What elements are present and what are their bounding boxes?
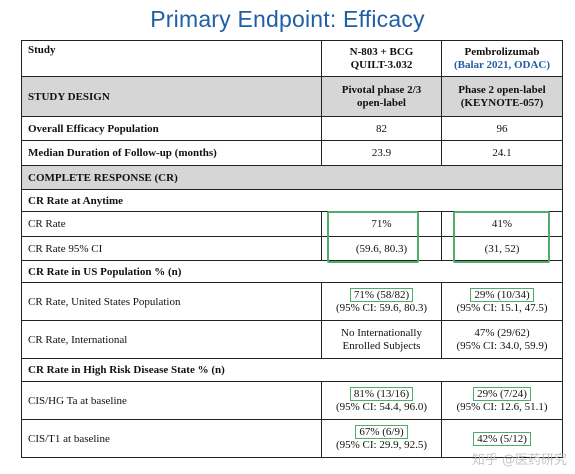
cis-hg-row: CIS/HG Ta at baseline 81% (13/16) (95% C… bbox=[21, 381, 563, 420]
cr-ci-row: CR Rate 95% CI (59.6, 80.3) (31, 52) bbox=[21, 236, 563, 261]
cr-ci-label: CR Rate 95% CI bbox=[21, 236, 322, 261]
cr-high-risk-label: CR Rate in High Risk Disease State % (n) bbox=[21, 358, 563, 382]
cr-anytime-label: CR Rate at Anytime bbox=[21, 189, 563, 212]
cr-anytime-row: CR Rate at Anytime bbox=[21, 189, 563, 212]
pembro-cis-hg: 29% (7/24) (95% CI: 12.6, 51.1) bbox=[441, 381, 563, 420]
study-design-row: STUDY DESIGN Pivotal phase 2/3 open-labe… bbox=[21, 76, 563, 117]
cr-us-population-row: CR Rate, United States Population 71% (5… bbox=[21, 282, 563, 321]
pembro-design: Phase 2 open-label (KEYNOTE-057) bbox=[441, 76, 563, 117]
study-header: Study bbox=[21, 40, 322, 77]
n803-population: 82 bbox=[321, 116, 442, 141]
complete-response-row: COMPLETE RESPONSE (CR) bbox=[21, 165, 563, 190]
n803-intl-cr: No Internationally Enrolled Subjects bbox=[321, 320, 442, 359]
cr-rate-label: CR Rate bbox=[21, 211, 322, 237]
cis-t1-row: CIS/T1 at baseline 67% (6/9) (95% CI: 29… bbox=[21, 419, 563, 458]
n803-cr-ci: (59.6, 80.3) bbox=[321, 236, 442, 261]
n803-us-cr: 71% (58/82) (95% CI: 59.6, 80.3) bbox=[321, 282, 442, 321]
efficacy-table: Study N-803 + BCG QUILT-3.032 Pembrolizu… bbox=[21, 40, 563, 458]
n803-cis-hg: 81% (13/16) (95% CI: 54.4, 96.0) bbox=[321, 381, 442, 420]
pembro-cr-ci: (31, 52) bbox=[441, 236, 563, 261]
watermark: 知乎 @医药研究 bbox=[471, 453, 567, 468]
study-design-label: STUDY DESIGN bbox=[21, 76, 322, 117]
n803-followup: 23.9 bbox=[321, 140, 442, 166]
cr-high-risk-row: CR Rate in High Risk Disease State % (n) bbox=[21, 358, 563, 382]
cr-us-population-label: CR Rate, United States Population bbox=[21, 282, 322, 321]
pembro-followup: 24.1 bbox=[441, 140, 563, 166]
page-title: Primary Endpoint: Efficacy bbox=[150, 6, 425, 32]
cr-intl-label: CR Rate, International bbox=[21, 320, 322, 359]
pembro-cr-rate: 41% bbox=[441, 211, 563, 237]
cis-hg-label: CIS/HG Ta at baseline bbox=[21, 381, 322, 420]
complete-response-label: COMPLETE RESPONSE (CR) bbox=[21, 165, 563, 190]
n803-cis-t1: 67% (6/9) (95% CI: 29.9, 92.5) bbox=[321, 419, 442, 458]
cr-us-row: CR Rate in US Population % (n) bbox=[21, 260, 563, 283]
overall-population-row: Overall Efficacy Population 82 96 bbox=[21, 116, 563, 141]
pembro-us-cr: 29% (10/34) (95% CI: 15.1, 47.5) bbox=[441, 282, 563, 321]
median-followup-label: Median Duration of Follow-up (months) bbox=[21, 140, 322, 166]
pembro-population: 96 bbox=[441, 116, 563, 141]
header-row: Study N-803 + BCG QUILT-3.032 Pembrolizu… bbox=[21, 40, 563, 77]
cr-us-label: CR Rate in US Population % (n) bbox=[21, 260, 563, 283]
cr-rate-row: CR Rate 71% 41% bbox=[21, 211, 563, 237]
pembro-cis-t1: 42% (5/12) bbox=[441, 419, 563, 458]
n803-cr-rate: 71% bbox=[321, 211, 442, 237]
n803-design: Pivotal phase 2/3 open-label bbox=[321, 76, 442, 117]
overall-population-label: Overall Efficacy Population bbox=[21, 116, 322, 141]
n803-header: N-803 + BCG QUILT-3.032 bbox=[321, 40, 442, 77]
cis-t1-label: CIS/T1 at baseline bbox=[21, 419, 322, 458]
median-followup-row: Median Duration of Follow-up (months) 23… bbox=[21, 140, 563, 166]
pembro-header: Pembrolizumab (Balar 2021, ODAC) bbox=[441, 40, 563, 77]
pembro-intl-cr: 47% (29/62) (95% CI: 34.0, 59.9) bbox=[441, 320, 563, 359]
cr-intl-row: CR Rate, International No Internationall… bbox=[21, 320, 563, 359]
